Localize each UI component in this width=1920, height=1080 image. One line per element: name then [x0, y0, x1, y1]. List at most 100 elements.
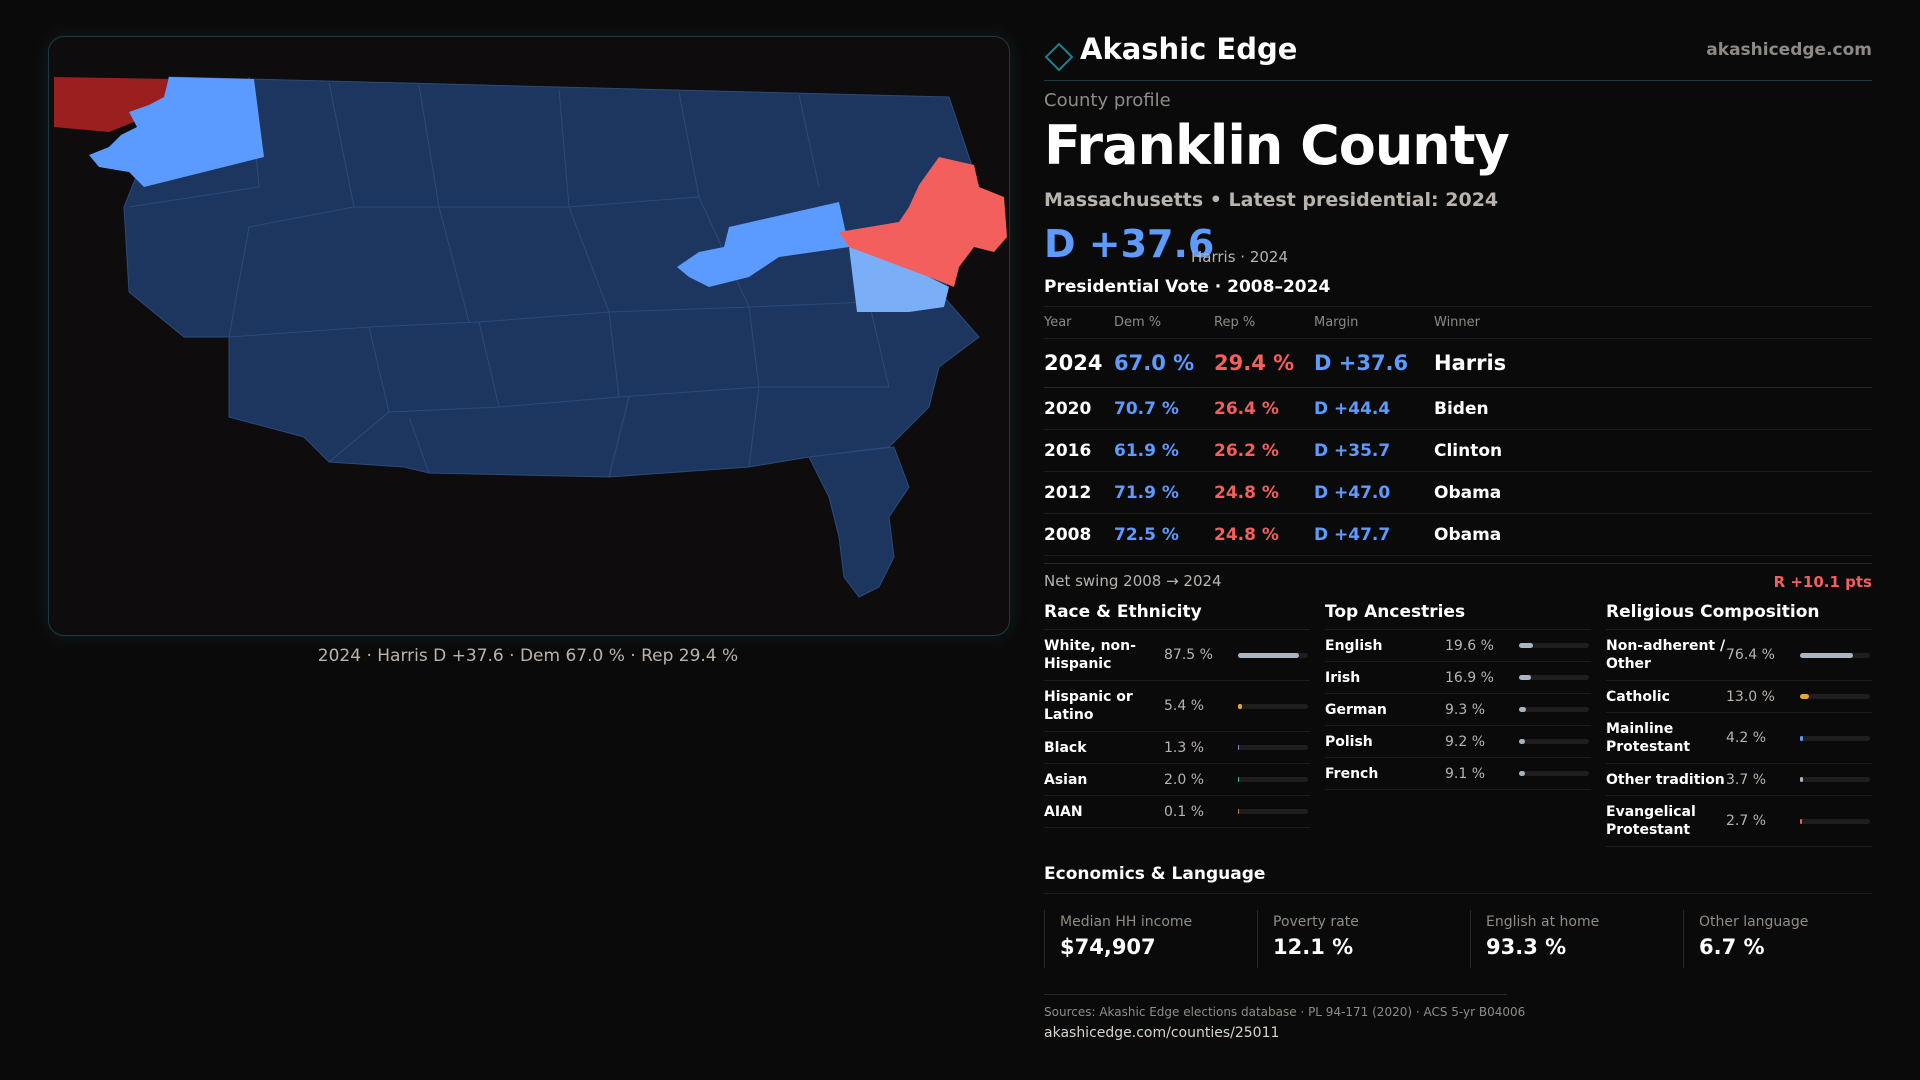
ancestry-list: English 19.6 % Irish 16.9 % German 9.3 % Po… — [1325, 629, 1591, 790]
sources-note: Sources: Akashic Edge elections database… — [1044, 1005, 1526, 1019]
vote-row: 2008 72.5 % 24.8 % D +47.7 Obama — [1044, 514, 1872, 556]
vote-winner: Biden — [1434, 398, 1489, 419]
religion-list: Non-adherent / Other 76.4 % Catholic 13.0 … — [1606, 629, 1872, 847]
ancestry-bar-fill — [1519, 739, 1526, 744]
ancestry-row: Irish 16.9 % — [1325, 662, 1591, 694]
col-dem: Dem % — [1114, 315, 1162, 330]
vote-section-title: Presidential Vote · 2008–2024 — [1044, 277, 1331, 297]
footer-divider — [1044, 994, 1507, 995]
county-map-svg — [54, 76, 1007, 598]
stat-value: 12.1 % — [1273, 935, 1354, 959]
race-pct: 87.5 % — [1164, 647, 1213, 663]
vote-rep: 24.8 % — [1214, 524, 1279, 545]
ancestry-bar-fill — [1519, 771, 1526, 776]
vote-dem: 70.7 % — [1114, 398, 1179, 419]
map-county-swing-east — [677, 202, 849, 287]
religion-bar-fill — [1800, 818, 1802, 824]
religion-label: Mainline Protestant — [1606, 721, 1691, 755]
headline-margin-meta: Harris · 2024 — [1191, 248, 1289, 266]
vote-year: 2012 — [1044, 482, 1092, 503]
vote-table-header: Year Dem % Rep % Margin Winner — [1044, 307, 1872, 339]
race-bar-fill — [1238, 652, 1300, 658]
ancestry-pct: 19.6 % — [1445, 637, 1494, 654]
col-year: Year — [1044, 315, 1072, 330]
ancestry-bar — [1519, 739, 1589, 744]
brand-name: Akashic Edge — [1080, 32, 1298, 66]
vote-dem: 67.0 % — [1114, 351, 1195, 375]
net-swing: Net swing 2008 → 2024 R +10.1 pts — [1044, 563, 1872, 591]
religion-bar — [1800, 694, 1870, 699]
net-swing-value: R +10.1 pts — [1773, 573, 1872, 591]
col-margin: Margin — [1314, 315, 1359, 330]
vote-row: 2024 67.0 % 29.4 % D +37.6 Harris — [1044, 339, 1872, 388]
race-bar — [1238, 703, 1308, 709]
ancestry-row: French 9.1 % — [1325, 758, 1591, 790]
race-bar — [1238, 745, 1308, 750]
religion-bar-fill — [1800, 735, 1803, 741]
stat-value: $74,907 — [1060, 935, 1156, 959]
religion-row: Catholic 13.0 % — [1606, 681, 1872, 713]
ancestry-row: German 9.3 % — [1325, 694, 1591, 726]
page-title: Franklin County — [1044, 114, 1510, 177]
ancestry-card: Top Ancestries English 19.6 % Irish 16.9 %… — [1325, 602, 1591, 790]
race-row: Asian 2.0 % — [1044, 764, 1310, 796]
ancestry-pct: 9.3 % — [1445, 701, 1486, 718]
religion-bar — [1800, 735, 1870, 741]
vote-winner: Obama — [1434, 482, 1502, 503]
stat-english-at-home: English at home 93.3 % — [1470, 910, 1676, 968]
stat-label: Median HH income — [1060, 914, 1193, 930]
race-label: Hispanic or Latino — [1044, 689, 1133, 723]
stat-poverty-rate: Poverty rate 12.1 % — [1257, 910, 1463, 968]
ancestry-pct: 16.9 % — [1445, 669, 1494, 686]
race-label: AIAN — [1044, 803, 1083, 820]
county-map[interactable] — [48, 36, 1010, 636]
ancestry-bar — [1519, 771, 1589, 776]
race-label: Asian — [1044, 771, 1088, 788]
race-bar-fill — [1238, 809, 1239, 814]
religion-section-title: Religious Composition — [1606, 602, 1820, 622]
race-row: White, non-Hispanic 87.5 % — [1044, 630, 1310, 681]
page-url-link[interactable]: akashicedge.com/counties/25011 — [1044, 1025, 1280, 1041]
vote-row: 2012 71.9 % 24.8 % D +47.0 Obama — [1044, 472, 1872, 514]
ancestry-label: French — [1325, 765, 1379, 782]
ancestry-row: Polish 9.2 % — [1325, 726, 1591, 758]
religion-pct: 2.7 % — [1726, 813, 1767, 829]
col-rep: Rep % — [1214, 315, 1256, 330]
ancestry-bar-fill — [1519, 707, 1526, 712]
race-label: Black — [1044, 739, 1087, 756]
map-county-franklin — [89, 77, 264, 187]
religion-row: Non-adherent / Other 76.4 % — [1606, 630, 1872, 681]
vote-margin: D +35.7 — [1314, 440, 1391, 461]
religion-row: Evangelical Protestant 2.7 % — [1606, 796, 1872, 847]
race-section-title: Race & Ethnicity — [1044, 602, 1202, 622]
brand-url[interactable]: akashicedge.com — [1706, 40, 1872, 60]
vote-rep: 29.4 % — [1214, 351, 1295, 375]
religion-pct: 76.4 % — [1726, 647, 1775, 663]
vote-margin: D +47.7 — [1314, 524, 1391, 545]
religion-row: Other tradition 3.7 % — [1606, 764, 1872, 796]
ancestry-label: Irish — [1325, 669, 1361, 686]
religion-row: Mainline Protestant 4.2 % — [1606, 713, 1872, 764]
vote-year: 2016 — [1044, 440, 1092, 461]
ancestry-row: English 19.6 % — [1325, 630, 1591, 662]
ancestry-label: German — [1325, 701, 1387, 718]
religion-bar-fill — [1800, 694, 1810, 699]
profile-eyebrow: County profile — [1044, 90, 1171, 111]
col-winner: Winner — [1434, 315, 1481, 330]
vote-margin: D +44.4 — [1314, 398, 1391, 419]
ancestry-label: Polish — [1325, 733, 1373, 750]
vote-row: 2020 70.7 % 26.4 % D +44.4 Biden — [1044, 388, 1872, 430]
ancestry-label: English — [1325, 637, 1383, 654]
religion-pct: 4.2 % — [1726, 730, 1767, 746]
vote-winner: Harris — [1434, 351, 1507, 375]
vote-year: 2008 — [1044, 524, 1092, 545]
vote-margin: D +47.0 — [1314, 482, 1391, 503]
religion-pct: 3.7 % — [1726, 771, 1767, 788]
race-bar-fill — [1238, 703, 1242, 709]
race-pct: 0.1 % — [1164, 803, 1205, 820]
stat-value: 6.7 % — [1699, 935, 1765, 959]
religion-label: Evangelical Protestant — [1606, 804, 1696, 838]
stat-median-income: Median HH income $74,907 — [1044, 910, 1250, 968]
diamond-outline-icon — [1044, 42, 1074, 72]
net-swing-label: Net swing 2008 → 2024 — [1044, 572, 1222, 590]
